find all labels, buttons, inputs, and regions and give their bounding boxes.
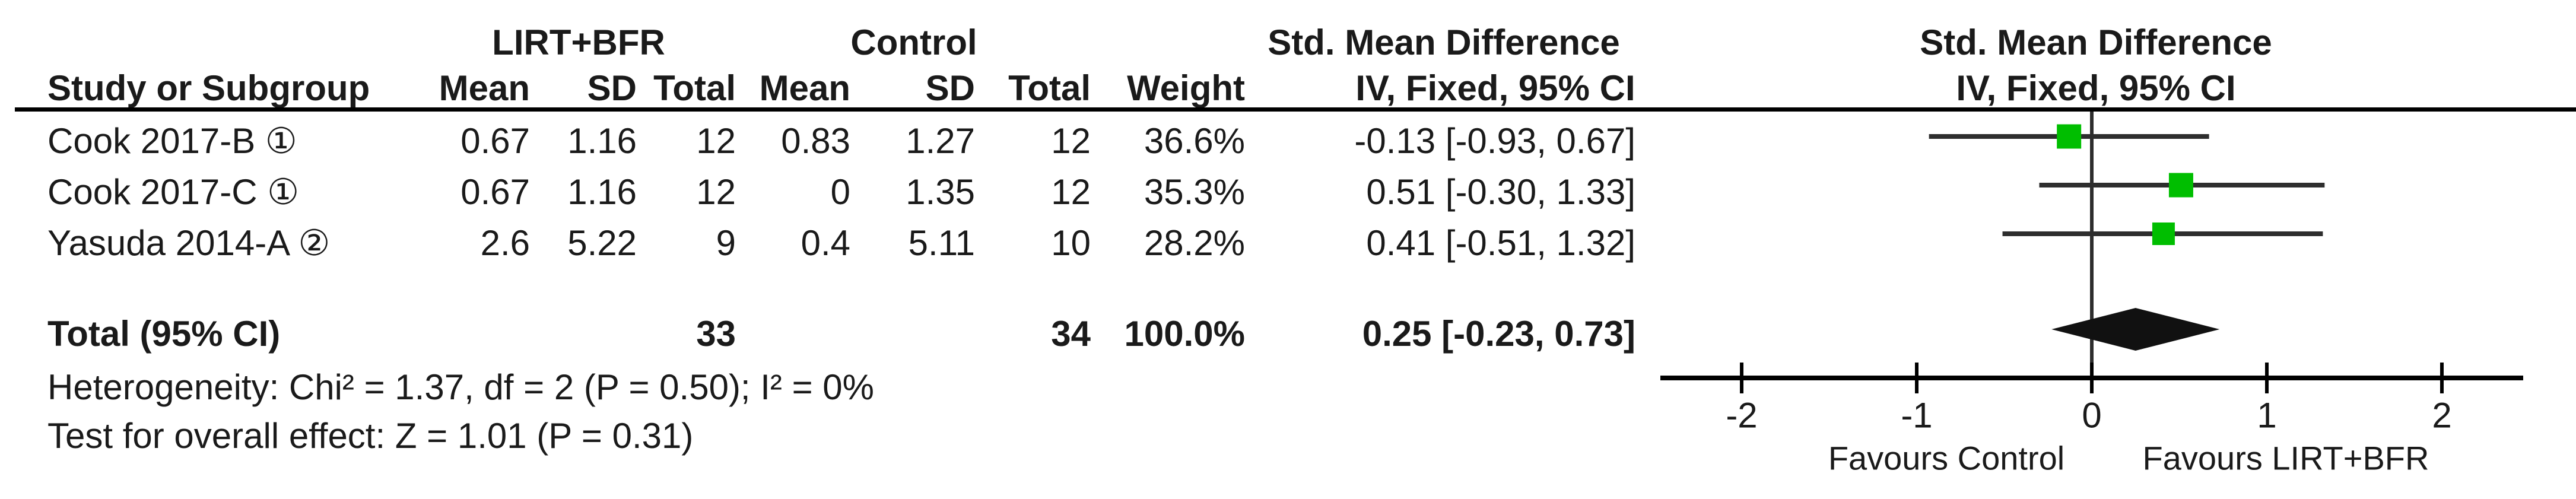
heterogeneity-text: Heterogeneity: Chi² = 1.37, df = 2 (P = … (47, 367, 875, 407)
smd-column-header: Std. Mean Difference (1268, 23, 1620, 62)
axis-tick-label: 1 (2257, 396, 2276, 436)
total-weight: 100.0% (1124, 314, 1246, 354)
group2-header: Control (850, 23, 977, 62)
group2-mean-header: Mean (759, 68, 850, 108)
mean-value: 0.83 (781, 121, 850, 161)
sd-value: 1.27 (906, 121, 975, 161)
weight-column-header: Weight (1127, 68, 1245, 108)
mean-value: 2.6 (480, 223, 530, 263)
total-row-label: Total (95% CI) (47, 314, 281, 354)
overall-diamond (2051, 308, 2220, 351)
total-n-group2: 34 (1051, 314, 1091, 354)
ci-text: 0.41 [-0.51, 1.32] (1366, 223, 1635, 263)
group1-header: LIRT+BFR (492, 23, 665, 62)
mean-value: 0.67 (460, 121, 530, 161)
group1-sd-header: SD (587, 68, 637, 108)
mean-value: 0.4 (801, 223, 850, 263)
sd-value: 5.11 (908, 223, 975, 263)
study-column-header: Study or Subgroup (47, 68, 370, 108)
sd-value: 1.35 (906, 172, 975, 212)
group2-sd-header: SD (925, 68, 975, 108)
plot-subtitle: IV, Fixed, 95% CI (1956, 68, 2236, 108)
axis-tick-label: 0 (2082, 396, 2101, 436)
study-label: Yasuda 2014-A ② (47, 223, 331, 263)
total-value: 12 (696, 121, 736, 161)
total-value: 12 (1051, 172, 1091, 212)
axis-tick-label: 2 (2432, 396, 2451, 436)
study-point-marker (2057, 124, 2082, 149)
axis-tick-label: -2 (1726, 396, 1757, 436)
mean-value: 0.67 (460, 172, 530, 212)
study-label: Cook 2017-B ① (47, 121, 297, 161)
method-column-header: IV, Fixed, 95% CI (1355, 68, 1635, 108)
total-value: 12 (696, 172, 736, 212)
weight-value: 35.3% (1144, 172, 1245, 212)
mean-value: 0 (830, 172, 850, 212)
total-value: 12 (1051, 121, 1091, 161)
total-ci-text: 0.25 [-0.23, 0.73] (1362, 314, 1635, 354)
sd-value: 1.16 (567, 172, 637, 212)
sd-value: 5.22 (567, 223, 637, 263)
weight-value: 28.2% (1144, 223, 1245, 263)
favours-right-label: Favours LIRT+BFR (2143, 440, 2429, 477)
study-label: Cook 2017-C ① (47, 172, 299, 212)
weight-value: 36.6% (1144, 121, 1245, 161)
study-point-marker (2152, 223, 2175, 245)
axis-tick-label: -1 (1901, 396, 1932, 436)
total-value: 10 (1051, 223, 1091, 263)
overall-effect-text: Test for overall effect: Z = 1.01 (P = 0… (47, 416, 694, 456)
favours-left-label: Favours Control (1828, 440, 2064, 477)
group2-total-header: Total (1008, 68, 1091, 108)
sd-value: 1.16 (567, 121, 637, 161)
total-value: 9 (716, 223, 736, 263)
total-n-group1: 33 (696, 314, 736, 354)
group1-mean-header: Mean (439, 68, 530, 108)
group1-total-header: Total (653, 68, 736, 108)
ci-text: -0.13 [-0.93, 0.67] (1354, 121, 1635, 161)
header-separator-line (15, 107, 2576, 112)
plot-title: Std. Mean Difference (1920, 23, 2272, 62)
study-point-marker (2168, 173, 2193, 198)
ci-text: 0.51 [-0.30, 1.33] (1366, 172, 1635, 212)
